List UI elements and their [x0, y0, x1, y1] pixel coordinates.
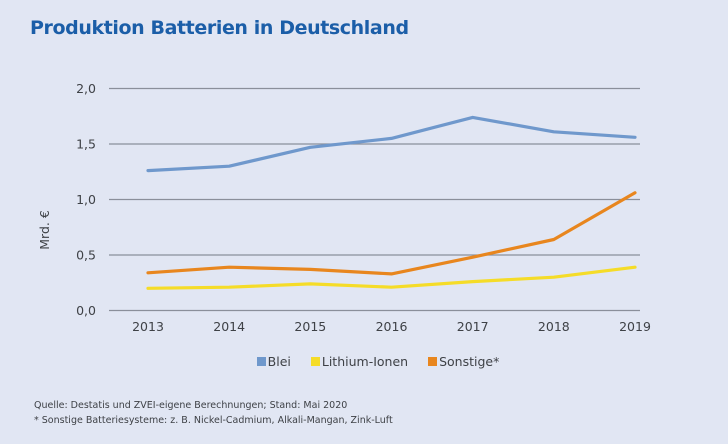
legend-item-blei[interactable]: Blei — [256, 354, 291, 369]
x-tick-label: 2015 — [294, 319, 326, 334]
y-tick-label: 0,5 — [76, 248, 96, 263]
x-tick-label: 2019 — [619, 319, 651, 334]
legend-swatch-lithium-ionen — [310, 357, 320, 366]
x-tick-label: 2013 — [132, 319, 164, 334]
legend-label-blei: Blei — [267, 354, 291, 369]
legend-swatch-blei — [256, 357, 266, 366]
chart-notes: Quelle: Destatis und ZVEI-eigene Berechn… — [34, 398, 393, 428]
footnote: * Sonstige Batteriesysteme: z. B. Nickel… — [34, 415, 393, 426]
x-tick-label: 2018 — [538, 319, 570, 334]
chart-title: Produktion Batterien in Deutschland — [30, 17, 409, 39]
x-tick-label: 2017 — [457, 319, 489, 334]
x-axis-ticks: 2013 2014 2015 2016 2017 2018 2019 — [132, 319, 651, 334]
x-tick-label: 2014 — [213, 319, 245, 334]
x-tick-label: 2016 — [376, 319, 408, 334]
gridlines — [109, 87, 640, 312]
y-tick-label: 0,0 — [76, 303, 96, 318]
source-note: Quelle: Destatis und ZVEI-eigene Berechn… — [34, 400, 348, 411]
series-line-lithium-ionen — [146, 265, 637, 290]
legend-item-sonstige[interactable]: Sonstige* — [428, 354, 499, 369]
series-line-sonstige — [146, 191, 637, 276]
y-tick-label: 1,0 — [76, 192, 96, 207]
legend-item-lithium-ionen[interactable]: Lithium-Ionen — [310, 354, 409, 369]
y-tick-label: 1,5 — [76, 137, 96, 152]
legend-swatch-sonstige — [428, 357, 438, 366]
y-axis-label: Mrd. € — [37, 210, 52, 250]
series-line-blei — [146, 115, 637, 173]
series-lines — [146, 115, 637, 290]
legend: Blei Lithium-Ionen Sonstige* — [0, 354, 728, 369]
legend-label-lithium-ionen: Lithium-Ionen — [321, 354, 409, 369]
legend-label-sonstige: Sonstige* — [439, 354, 500, 369]
y-tick-label: 2,0 — [76, 81, 96, 96]
y-axis-ticks: 0,0 0,5 1,0 1,5 2,0 — [76, 81, 96, 318]
